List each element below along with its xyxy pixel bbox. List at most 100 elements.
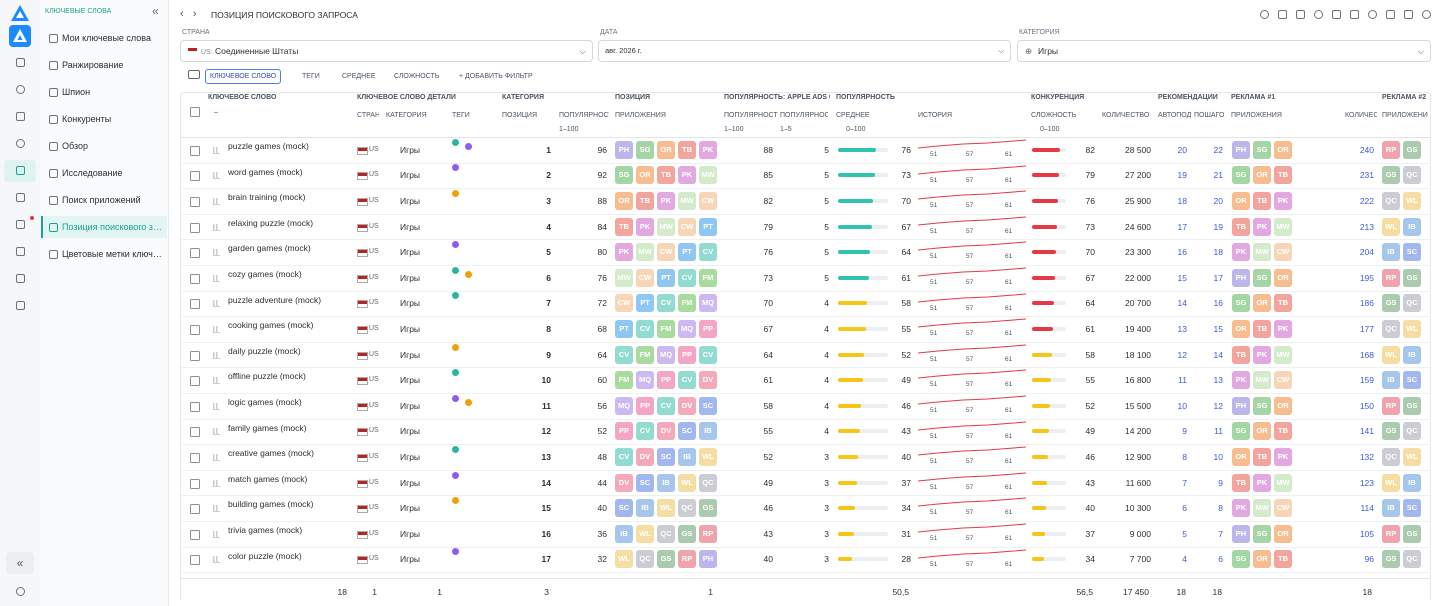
app-icon[interactable]: FM [636, 345, 654, 364]
app-icon[interactable]: FM [657, 320, 675, 338]
rail-icon[interactable] [16, 301, 25, 310]
app-icon[interactable]: CV [615, 345, 633, 364]
app-icon[interactable]: SC [657, 448, 675, 466]
app-icon[interactable]: CV [615, 448, 633, 466]
rail-icon[interactable] [16, 112, 25, 121]
row-checkbox[interactable] [190, 145, 200, 156]
app-icon[interactable]: PK [1274, 192, 1292, 210]
rec-step[interactable]: 8 [1218, 503, 1223, 514]
app-icon[interactable]: QC [1382, 320, 1400, 338]
app-icon[interactable]: TB [636, 192, 654, 210]
rec-auto[interactable]: 5 [1182, 528, 1187, 539]
nav-item[interactable]: Исследование [62, 168, 123, 178]
app-icon[interactable]: PK [1253, 345, 1271, 364]
app-icon[interactable]: FM [678, 294, 696, 313]
app-icon[interactable]: PK [615, 243, 633, 262]
app-icon[interactable]: TB [1274, 166, 1292, 185]
app-icon[interactable]: CV [657, 396, 675, 415]
app-icon[interactable]: IB [1403, 473, 1421, 492]
app-icon[interactable]: CV [699, 243, 717, 262]
app-icon[interactable]: CW [699, 192, 717, 210]
toolbar-icon[interactable] [1368, 10, 1377, 19]
keyword[interactable]: family games (mock) [228, 422, 307, 433]
app-icon[interactable]: RP [1382, 524, 1400, 543]
row-checkbox[interactable] [190, 197, 200, 207]
app-icon[interactable]: MQ [615, 396, 633, 415]
app-icon[interactable]: PT [657, 268, 675, 287]
app-icon[interactable]: MQ [657, 345, 675, 364]
row-checkbox[interactable] [190, 427, 200, 438]
app-icon[interactable]: TB [678, 140, 696, 159]
keyword[interactable]: word games (mock) [228, 166, 303, 177]
app-icon[interactable]: CV [636, 320, 654, 338]
app-icon[interactable]: PT [678, 243, 696, 262]
row-checkbox[interactable] [190, 222, 200, 233]
app-icon[interactable]: PK [657, 192, 675, 210]
app-icon[interactable]: DV [636, 448, 654, 466]
app-icon[interactable]: CV [678, 268, 696, 287]
rail-icon[interactable] [16, 193, 25, 202]
app-icon[interactable]: RP [678, 550, 696, 569]
app-icon[interactable]: OR [1253, 422, 1271, 441]
app-icon[interactable]: PP [615, 422, 633, 441]
toolbar-icon[interactable] [1350, 10, 1359, 19]
app-icon[interactable]: PH [699, 550, 717, 569]
rec-auto[interactable]: 11 [1178, 375, 1187, 386]
app-icon[interactable]: TB [1274, 550, 1292, 569]
app-icon[interactable]: PP [678, 345, 696, 364]
app-icon[interactable]: PP [699, 320, 717, 338]
ad-count[interactable]: 204 [1359, 247, 1374, 258]
app-icon[interactable]: RP [1382, 140, 1400, 159]
app-icon[interactable]: WL [636, 524, 654, 543]
keyword[interactable]: cozy games (mock) [228, 269, 302, 279]
rec-step[interactable]: 12 [1213, 400, 1223, 411]
app-icon[interactable]: QC [657, 524, 675, 543]
rec-auto[interactable]: 16 [1177, 247, 1187, 258]
app-icon[interactable]: PK [1232, 243, 1250, 262]
app-icon[interactable]: DV [657, 422, 675, 441]
app-icon[interactable]: SG [615, 166, 633, 185]
nav-item[interactable]: Обзор [62, 141, 88, 151]
back-forward[interactable]: ‹ › [180, 8, 197, 20]
ad-count[interactable]: 159 [1359, 375, 1374, 386]
app-icon[interactable]: DV [699, 371, 717, 390]
app-icon[interactable]: PH [1232, 524, 1250, 543]
nav-item[interactable]: Позиция поискового за... [62, 222, 164, 232]
rec-auto[interactable]: 10 [1177, 400, 1187, 411]
rec-step[interactable]: 20 [1213, 196, 1223, 206]
app-icon[interactable]: TB [1232, 473, 1250, 492]
app-icon[interactable]: PK [1274, 448, 1292, 466]
app-icon[interactable]: QC [678, 499, 696, 518]
toolbar-icon[interactable] [1278, 10, 1287, 19]
app-icon[interactable]: PP [636, 396, 654, 415]
app-icon[interactable]: PK [1232, 499, 1250, 518]
row-checkbox[interactable] [190, 478, 200, 489]
toolbar-icon[interactable] [1422, 10, 1431, 19]
row-checkbox[interactable] [190, 273, 200, 284]
filter-chip[interactable]: КЛЮЧЕВОЕ СЛОВО [205, 69, 282, 84]
app-icon[interactable]: MW [615, 268, 633, 287]
app-icon[interactable]: MW [1253, 499, 1271, 518]
app-icon[interactable]: SG [1232, 294, 1250, 313]
rec-step[interactable]: 7 [1218, 528, 1223, 539]
app-icon[interactable]: QC [1403, 294, 1421, 313]
app-icon[interactable]: CW [1274, 371, 1292, 390]
rec-step[interactable]: 6 [1218, 554, 1223, 565]
category-select[interactable]: ⊕ Игры ⌵ [1017, 40, 1431, 62]
keyword[interactable]: daily puzzle (mock) [228, 345, 301, 356]
nav-item[interactable]: Шпион [62, 87, 91, 97]
filter-chip[interactable]: + ДОБАВИТЬ ФИЛЬТР [459, 73, 533, 80]
collapse-nav[interactable]: « [152, 4, 159, 18]
app-icon[interactable]: SG [1232, 422, 1250, 441]
rec-auto[interactable]: 9 [1182, 426, 1187, 437]
app-icon[interactable]: SG [1253, 396, 1271, 415]
app-icon[interactable]: SG [636, 140, 654, 159]
app-icon[interactable]: GS [1382, 166, 1400, 185]
app-icon[interactable]: OR [615, 192, 633, 210]
app-icon[interactable]: MW [1274, 217, 1292, 236]
ad-count[interactable]: 141 [1359, 426, 1374, 437]
nav-item[interactable]: Поиск приложений [62, 195, 141, 205]
app-icon[interactable]: WL [678, 473, 696, 492]
app-icon[interactable]: IB [1403, 345, 1421, 364]
rec-auto[interactable]: 13 [1177, 324, 1187, 334]
